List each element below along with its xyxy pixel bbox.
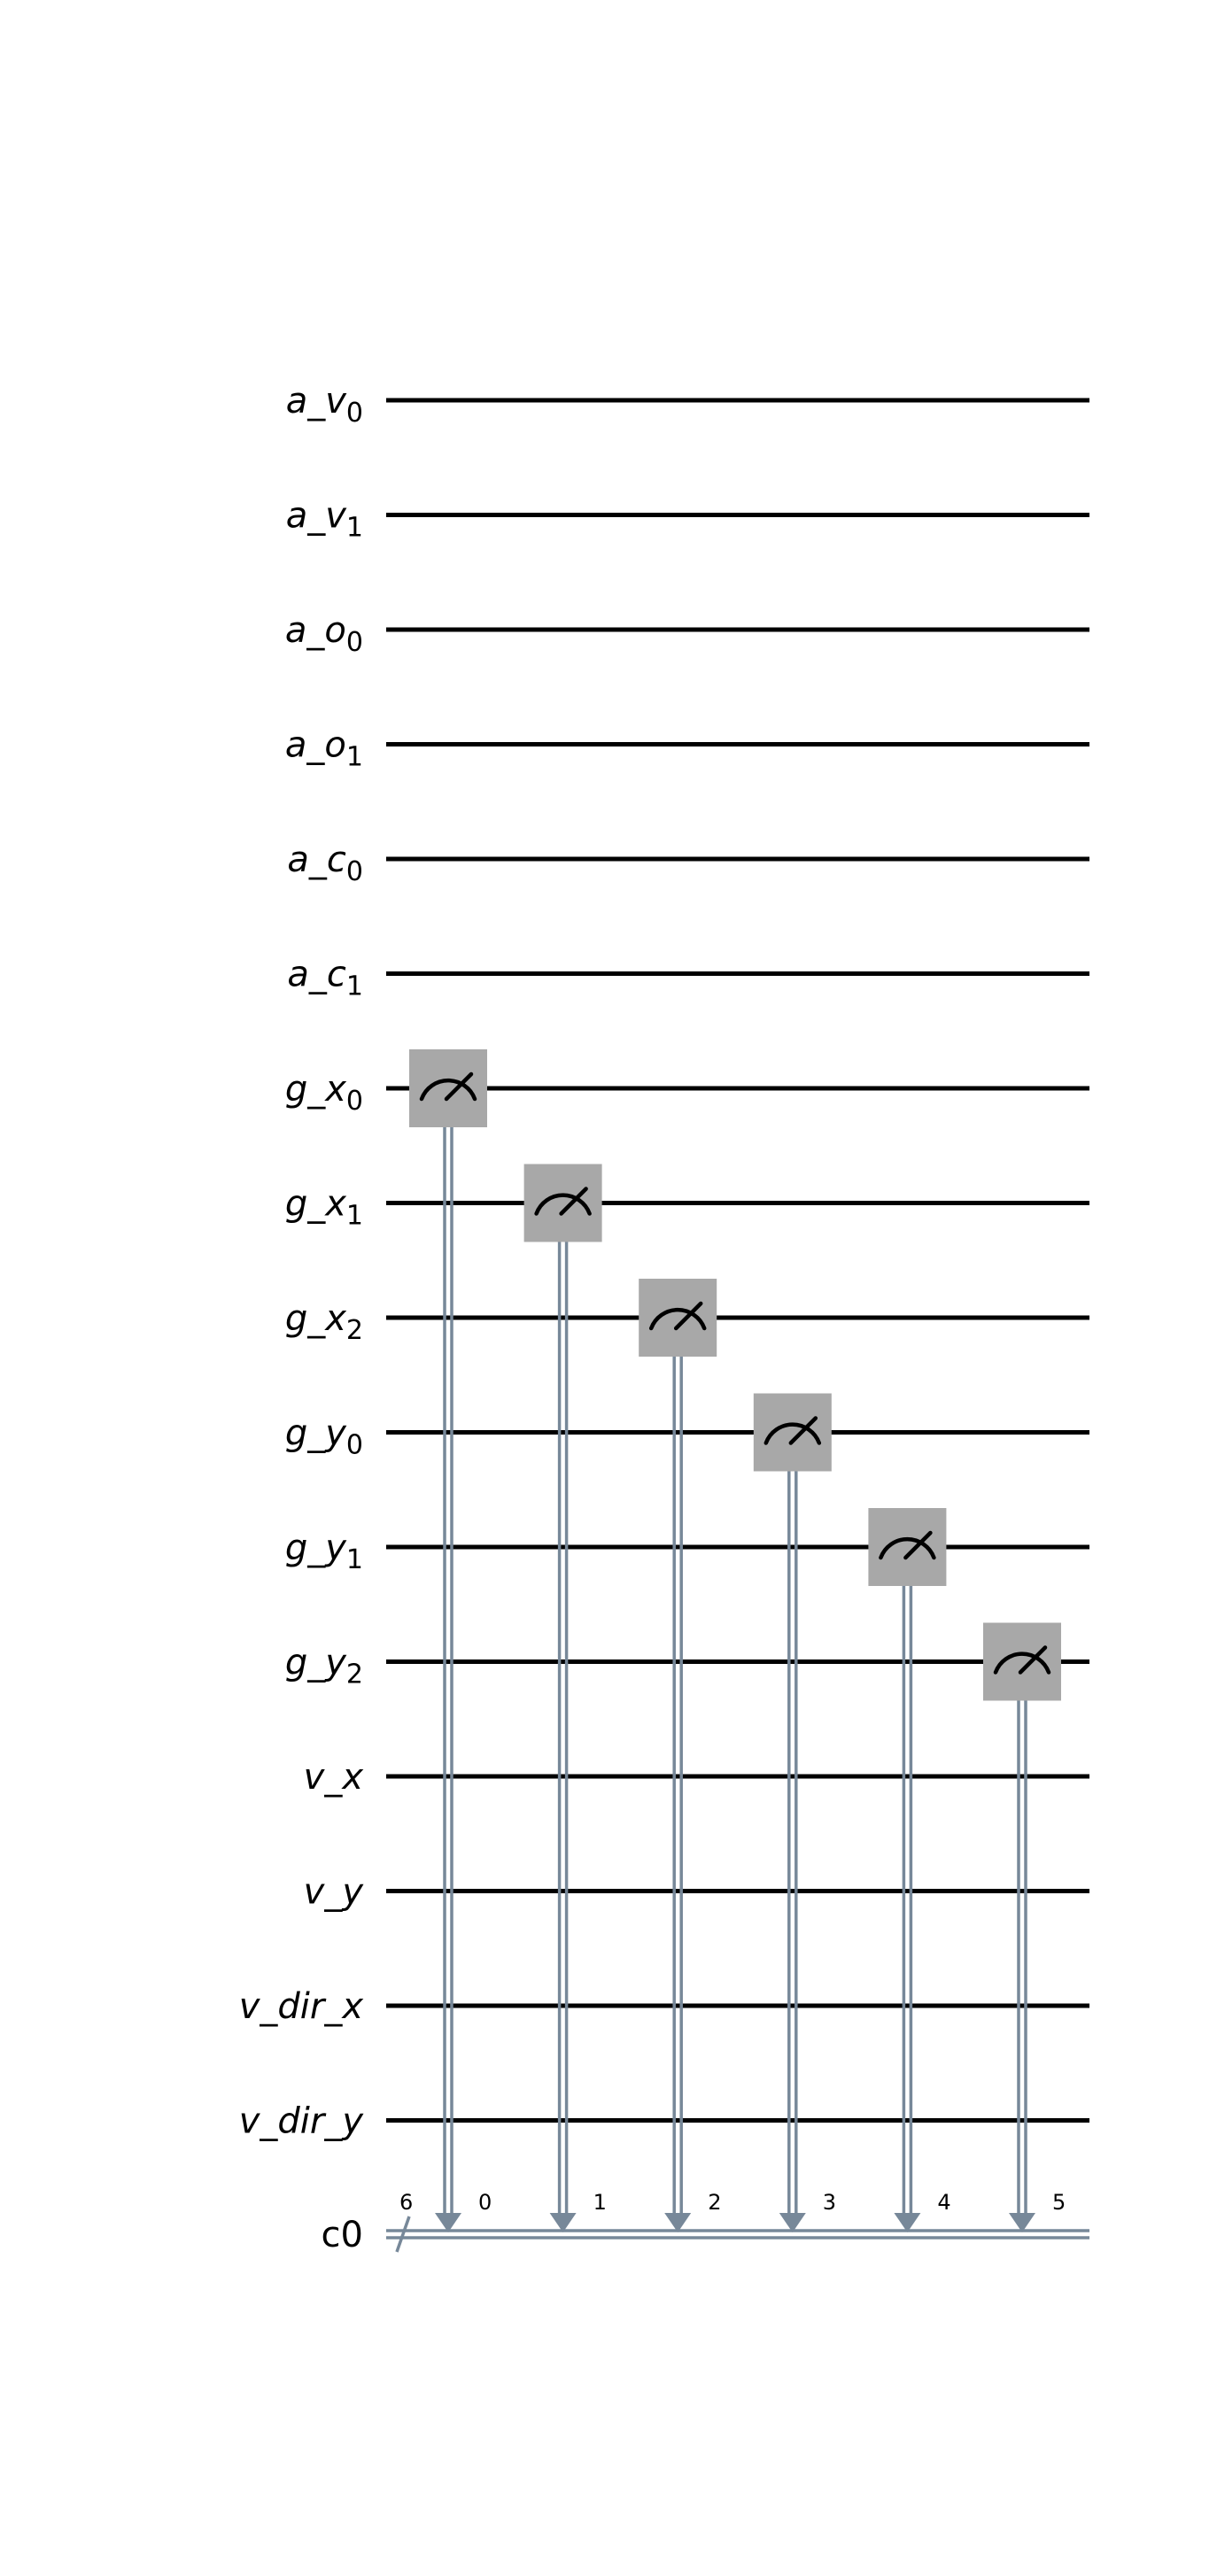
meter-icon xyxy=(993,1652,1051,1675)
bit-index-label: 0 xyxy=(478,2190,492,2215)
measure-arrowhead xyxy=(549,2213,577,2232)
qubit-wires xyxy=(386,398,1089,2123)
qubit-label-subscript: 2 xyxy=(346,1659,363,1690)
qubit-label-subscript: 0 xyxy=(346,627,363,658)
qubit-label: v_dir_x xyxy=(239,1986,364,2027)
qubit-label: g_y1 xyxy=(285,1528,363,1575)
qubit-label-base: g_x xyxy=(285,1184,346,1225)
qubit-label-subscript: 0 xyxy=(346,398,363,429)
qubit-label-base: v_dir_y xyxy=(239,2101,365,2142)
meter-needle-icon xyxy=(1018,1645,1048,1675)
bit-index-label: 3 xyxy=(823,2190,836,2215)
measure-gate xyxy=(639,1279,717,1357)
qubit-label: a_v1 xyxy=(286,496,363,544)
qubit-label-subscript: 1 xyxy=(346,742,363,773)
qubit-label-base: g_y xyxy=(285,1413,347,1454)
measure-gate xyxy=(523,1164,602,1242)
measure-gate xyxy=(983,1622,1061,1701)
measure-gate-box xyxy=(868,1508,947,1586)
qubit-label: g_x0 xyxy=(285,1069,363,1117)
qubit-label-base: a_v xyxy=(286,381,348,422)
bit-index-label: 2 xyxy=(708,2190,721,2215)
qubit-label-subscript: 0 xyxy=(346,1430,363,1461)
qubit-label-base: a_o xyxy=(285,610,346,651)
meter-needle-icon xyxy=(444,1071,474,1102)
qubit-label: a_c1 xyxy=(287,955,363,1002)
meter-icon xyxy=(534,1193,592,1216)
qubit-label: g_y0 xyxy=(285,1413,363,1461)
qubit-label: a_c0 xyxy=(287,839,363,887)
qubit-label-subscript: 1 xyxy=(346,1544,363,1575)
measure-gate-box xyxy=(983,1622,1061,1701)
qubit-label-subscript: 0 xyxy=(346,856,363,887)
qubit-label-subscript: 0 xyxy=(346,1086,363,1117)
register-size-label: 6 xyxy=(399,2190,413,2215)
qubit-label: v_x xyxy=(304,1757,364,1798)
qubit-label-subscript: 1 xyxy=(346,971,363,1002)
wire-labels: a_v0a_v1a_o0a_o1a_c0a_c1g_x0g_x1g_x2g_y0… xyxy=(239,381,1066,2255)
qubit-label-base: g_y xyxy=(285,1643,347,1683)
meter-icon xyxy=(648,1307,707,1331)
register-bundle-slash xyxy=(395,2216,411,2253)
qubit-label: a_v0 xyxy=(286,381,363,429)
qubit-label-base: g_y xyxy=(285,1528,347,1568)
qubit-label: g_y2 xyxy=(285,1643,363,1690)
qubit-label-base: a_v xyxy=(286,496,348,537)
qubit-label-subscript: 1 xyxy=(346,1201,363,1232)
qubit-label-base: v_x xyxy=(304,1757,364,1798)
meter-needle-icon xyxy=(788,1416,818,1445)
qubit-label-subscript: 1 xyxy=(346,513,363,544)
bit-index-label: 1 xyxy=(593,2190,607,2215)
qubit-label-subscript: 2 xyxy=(346,1315,363,1346)
measurement-gates xyxy=(409,1049,1061,1701)
measure-gate-box xyxy=(639,1279,717,1357)
measure-arrowhead xyxy=(664,2213,692,2232)
meter-needle-icon xyxy=(673,1301,703,1331)
qubit-label-base: a_c xyxy=(287,955,346,995)
meter-icon xyxy=(764,1422,822,1445)
qubit-label: a_o0 xyxy=(285,610,363,658)
meter-icon xyxy=(419,1078,477,1102)
classical-register-label: c0 xyxy=(322,2215,363,2255)
qubit-label: v_y xyxy=(304,1872,365,1913)
measure-gate-box xyxy=(753,1393,832,1472)
qubit-label-base: v_y xyxy=(304,1872,365,1913)
bit-index-label: 5 xyxy=(1052,2190,1066,2215)
meter-needle-icon xyxy=(903,1530,933,1560)
qubit-label-base: g_x xyxy=(285,1298,346,1339)
measure-gate-box xyxy=(409,1049,487,1127)
measure-arrowhead xyxy=(435,2213,461,2232)
measure-arrowhead xyxy=(779,2213,806,2232)
measure-arrowhead xyxy=(894,2213,921,2232)
qubit-label-base: a_o xyxy=(285,725,346,766)
qubit-label: g_x1 xyxy=(285,1184,363,1232)
measure-gate xyxy=(868,1508,947,1586)
measure-gate xyxy=(409,1049,487,1127)
measure-arrowhead xyxy=(1009,2213,1035,2232)
qubit-label-base: v_dir_x xyxy=(239,1986,364,2027)
qubit-label: a_o1 xyxy=(285,725,363,773)
meter-icon xyxy=(879,1536,936,1560)
qubit-label-base: a_c xyxy=(287,839,346,880)
qubit-label: g_x2 xyxy=(285,1298,363,1346)
measure-gate xyxy=(753,1393,832,1472)
qubit-label-base: g_x xyxy=(285,1069,346,1110)
measurement-connections xyxy=(435,1088,1035,2232)
meter-needle-icon xyxy=(559,1187,588,1216)
qubit-label: v_dir_y xyxy=(239,2101,365,2142)
bit-index-label: 4 xyxy=(937,2190,950,2215)
measure-gate-box xyxy=(523,1164,602,1242)
classical-register-wire xyxy=(386,2216,1089,2253)
